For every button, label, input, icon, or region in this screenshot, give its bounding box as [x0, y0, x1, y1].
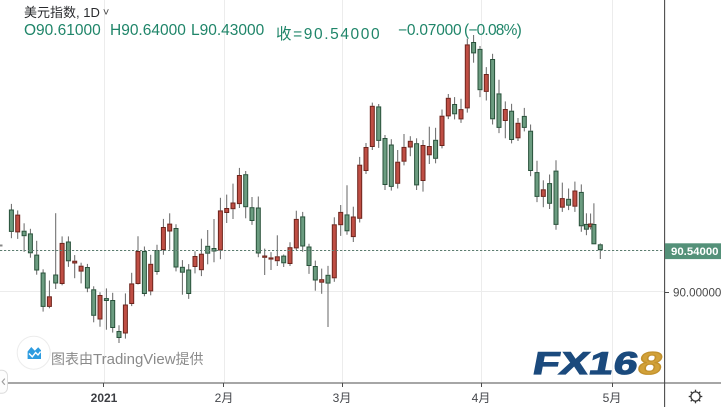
- svg-text:90.54000: 90.54000: [671, 246, 719, 258]
- svg-text:90.00000: 90.00000: [673, 286, 721, 299]
- svg-text:2月: 2月: [215, 391, 234, 405]
- svg-text:3月: 3月: [333, 391, 352, 405]
- svg-text:5月: 5月: [603, 391, 622, 405]
- svg-text:4月: 4月: [472, 391, 491, 405]
- svg-text:2021: 2021: [91, 391, 118, 405]
